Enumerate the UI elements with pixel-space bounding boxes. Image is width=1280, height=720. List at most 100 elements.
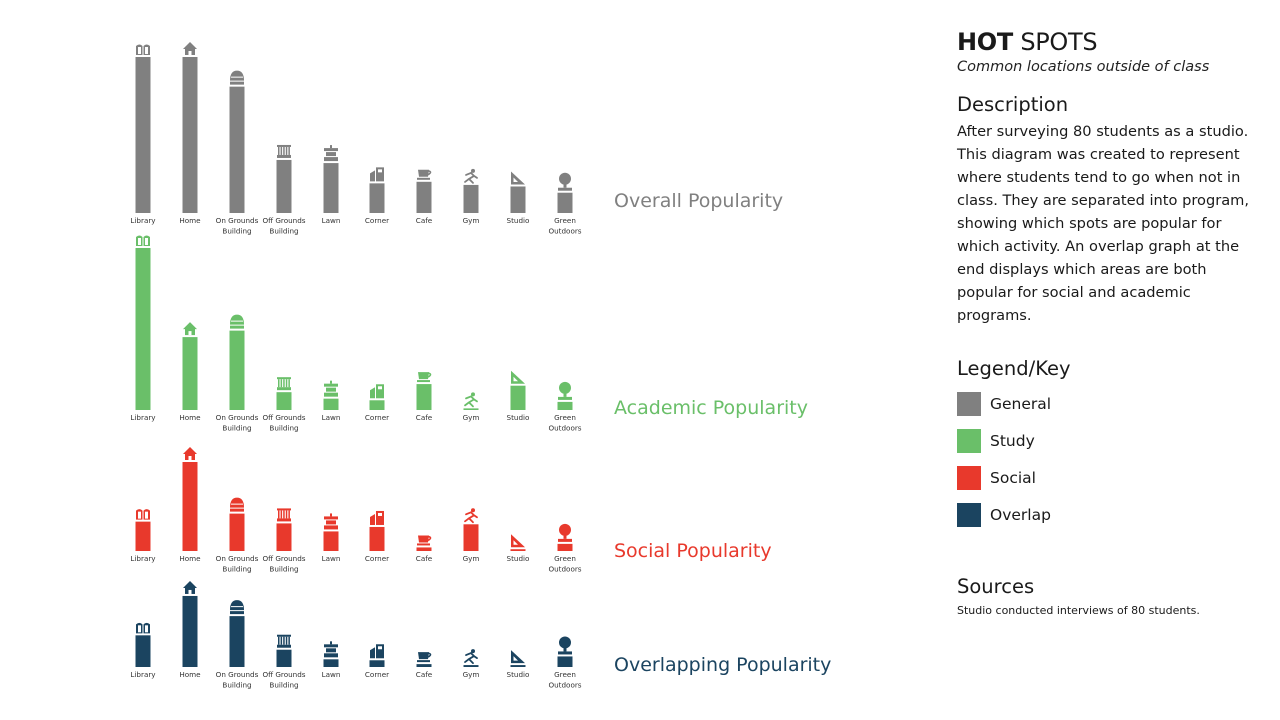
rotunda-icon [324,641,338,658]
legend-item-study: Study [957,428,1257,454]
category-label-study-6: Cafe [416,413,433,422]
bar-social-6 [416,547,432,551]
column-building-icon [277,634,291,648]
category-label-social-1: Home [179,554,201,563]
category-label-general-0: Library [130,216,156,225]
runner-icon [464,168,478,184]
bar-social-5 [369,526,385,551]
category-label-overlap-9: Green Outdoors [548,670,581,690]
bar-study-5 [369,400,385,410]
category-label-study-4: Lawn [322,413,341,422]
bar-overlap-1 [182,595,198,667]
column-building-icon [277,144,291,158]
category-label-social-0: Library [130,554,156,563]
dome-building-icon [230,314,244,329]
chart-title-study: Academic Popularity [614,397,808,419]
bar-study-9 [557,401,573,410]
category-label-social-8: Studio [507,554,530,563]
legend-swatch-study [957,429,981,453]
legend-item-social: Social [957,465,1257,491]
bar-social-9 [557,543,573,551]
category-label-social-5: Corner [365,554,389,563]
bar-general-9 [557,192,573,213]
legend-item-general: General [957,391,1257,417]
category-label-study-3: Off Grounds Building [262,413,305,433]
category-label-general-9: Green Outdoors [548,216,581,236]
legend-label-overlap: Overlap [990,506,1051,524]
rotunda-icon [324,380,338,397]
bar-general-8 [510,186,526,213]
bar-study-4 [323,398,339,410]
runner-icon [464,508,478,524]
triangle-ruler-icon [511,171,525,185]
bar-general-0 [135,57,151,213]
category-label-social-7: Gym [463,554,480,563]
storefront-icon [370,384,384,399]
category-label-overlap-5: Corner [365,670,389,679]
coffee-cup-icon [417,652,432,663]
triangle-ruler-icon [511,534,525,548]
dome-building-icon [230,70,244,85]
legend-swatch-social [957,466,981,490]
storefront-icon [370,167,384,182]
house-icon [183,42,197,55]
coffee-cup-icon [417,372,432,383]
bar-study-6 [416,384,432,410]
category-label-general-6: Cafe [416,216,433,225]
category-label-general-2: On Grounds Building [216,216,259,236]
legend-item-overlap: Overlap [957,502,1257,528]
legend: General Study Social Overlap [957,391,1257,528]
legend-label-social: Social [990,469,1036,487]
house-icon [183,447,197,460]
legend-swatch-overlap [957,503,981,527]
category-label-study-1: Home [179,413,201,422]
bar-social-1 [182,462,198,551]
tree-icon [558,523,572,542]
sources-text: Studio conducted interviews of 80 studen… [957,604,1200,617]
category-label-social-4: Lawn [322,554,341,563]
category-label-study-0: Library [130,413,156,422]
runner-icon [464,649,478,664]
category-label-overlap-3: Off Grounds Building [262,670,305,690]
bar-overlap-6 [416,664,432,667]
rotunda-icon [324,145,338,162]
chart-title-overlap: Overlapping Popularity [614,654,831,676]
category-label-social-3: Off Grounds Building [262,554,305,574]
legend-swatch-general [957,392,981,416]
bar-general-4 [323,163,339,213]
page-subtitle: Common locations outside of class [957,59,1210,75]
book-icon [136,509,150,520]
runner-icon [464,392,478,408]
house-icon [183,580,197,594]
category-label-general-1: Home [179,216,201,225]
bar-overlap-0 [135,635,151,667]
bar-overlap-5 [369,660,385,667]
category-label-social-2: On Grounds Building [216,554,259,574]
bar-social-7 [463,524,479,551]
description-text: After surveying 80 students as a studio.… [957,123,1250,324]
description-heading: Description [957,93,1069,116]
bar-overlap-2 [229,616,245,667]
category-label-general-8: Studio [507,216,530,225]
bar-general-7 [463,184,479,213]
bar-overlap-9 [557,656,573,667]
bar-general-6 [416,181,432,213]
category-label-study-2: On Grounds Building [216,413,259,433]
category-label-social-9: Green Outdoors [548,554,581,574]
bar-study-8 [510,385,526,410]
category-label-social-6: Cafe [416,554,433,563]
category-label-general-4: Lawn [322,216,341,225]
chart-title-social: Social Popularity [614,540,772,562]
coffee-cup-icon [417,535,432,546]
side-panel: HOT SPOTS Common locations outside of cl… [957,28,1257,617]
tree-icon [558,172,572,191]
bar-social-3 [276,523,292,551]
coffee-cup-icon [417,169,432,180]
category-label-overlap-4: Lawn [322,670,341,679]
category-label-overlap-6: Cafe [416,670,433,679]
category-label-overlap-2: On Grounds Building [216,670,259,690]
book-icon [136,235,150,246]
